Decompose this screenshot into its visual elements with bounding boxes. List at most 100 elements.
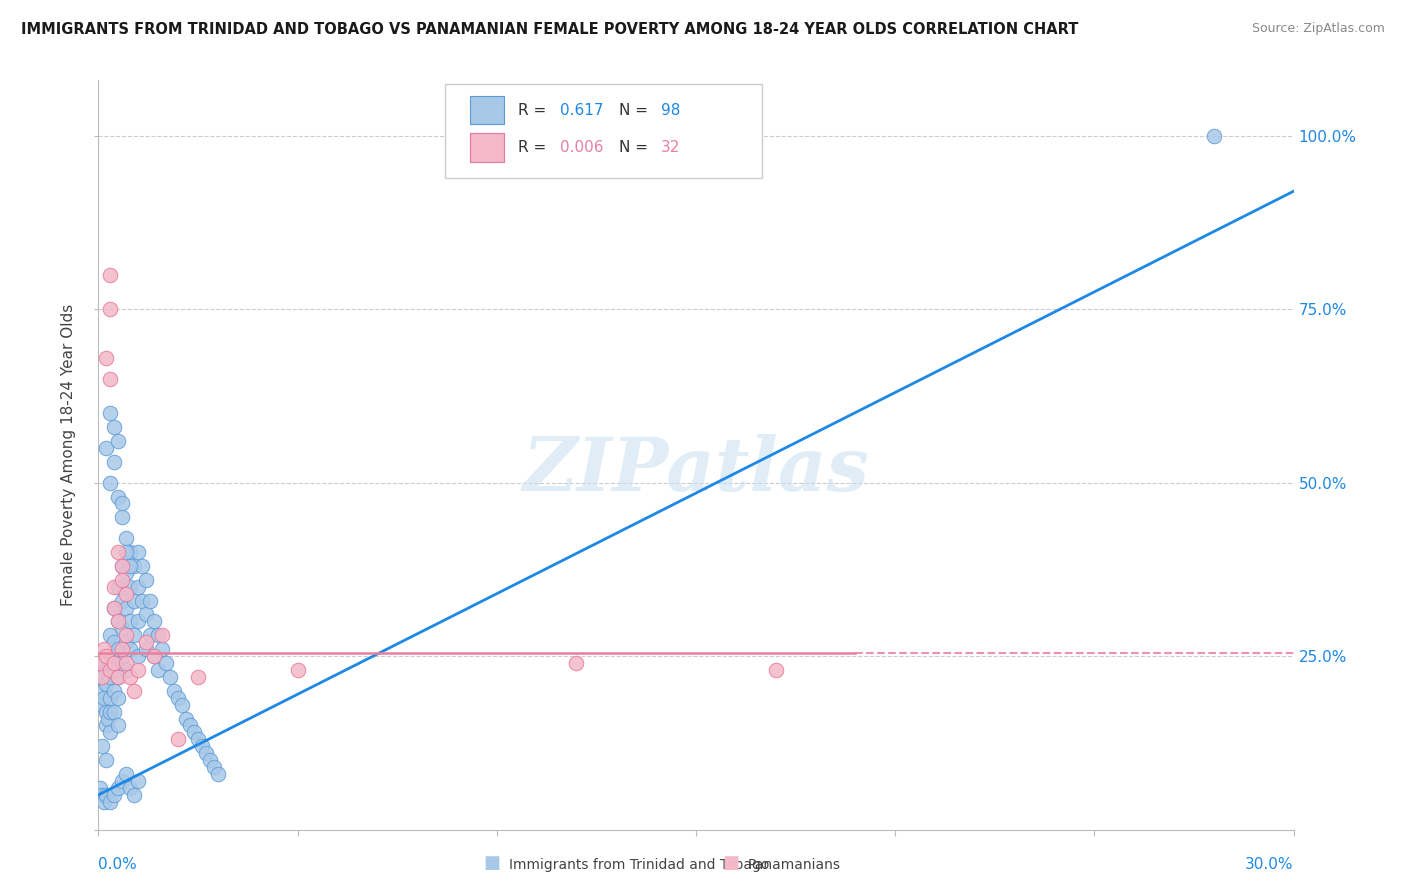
Point — [107, 580, 129, 594]
Point — [115, 566, 138, 580]
Point — [98, 302, 122, 317]
Point — [107, 642, 129, 657]
Point — [103, 788, 125, 802]
Point — [91, 788, 114, 802]
Point — [89, 780, 111, 795]
Point — [115, 767, 138, 781]
Point — [187, 670, 209, 684]
Point — [167, 690, 190, 705]
Point — [98, 628, 122, 642]
Point — [89, 656, 111, 670]
Point — [107, 670, 129, 684]
Point — [120, 780, 142, 795]
Point — [135, 573, 157, 587]
Point — [98, 705, 122, 719]
Point — [98, 690, 122, 705]
Point — [111, 558, 134, 573]
Point — [195, 746, 218, 760]
Point — [120, 558, 142, 573]
Point — [96, 663, 118, 677]
Point — [148, 663, 170, 677]
Point — [135, 635, 157, 649]
Point — [120, 545, 142, 559]
Point — [103, 656, 125, 670]
Point — [120, 580, 142, 594]
Point — [98, 406, 122, 420]
Point — [765, 663, 787, 677]
Point — [115, 628, 138, 642]
Point — [191, 739, 214, 754]
Text: Source: ZipAtlas.com: Source: ZipAtlas.com — [1251, 22, 1385, 36]
Text: N =: N = — [620, 103, 654, 118]
Point — [127, 774, 149, 789]
Point — [207, 767, 229, 781]
Point — [103, 683, 125, 698]
Point — [89, 670, 111, 684]
Point — [143, 615, 166, 629]
Text: 0.0%: 0.0% — [98, 857, 138, 872]
Point — [96, 441, 118, 455]
Point — [120, 670, 142, 684]
Point — [131, 593, 153, 607]
Point — [96, 649, 118, 664]
Point — [127, 649, 149, 664]
Point — [139, 628, 162, 642]
Point — [111, 558, 134, 573]
Point — [103, 420, 125, 434]
Point — [93, 690, 115, 705]
Point — [93, 656, 115, 670]
Point — [124, 558, 146, 573]
Point — [143, 649, 166, 664]
Point — [93, 642, 115, 657]
Point — [115, 600, 138, 615]
Point — [96, 788, 118, 802]
Text: ■: ■ — [723, 855, 740, 872]
Point — [96, 677, 118, 691]
Point — [97, 649, 120, 664]
Point — [103, 455, 125, 469]
Point — [124, 628, 146, 642]
Text: R =: R = — [517, 140, 551, 155]
Point — [96, 705, 118, 719]
Point — [148, 628, 170, 642]
Point — [187, 732, 209, 747]
Point — [174, 712, 197, 726]
Point — [96, 753, 118, 767]
Point — [115, 663, 138, 677]
Point — [93, 795, 115, 809]
Text: 32: 32 — [661, 140, 681, 155]
Text: 98: 98 — [661, 103, 681, 118]
Point — [127, 663, 149, 677]
Point — [135, 642, 157, 657]
Point — [111, 573, 134, 587]
Point — [115, 635, 138, 649]
Point — [143, 649, 166, 664]
Point — [120, 642, 142, 657]
FancyBboxPatch shape — [470, 134, 503, 162]
Point — [98, 663, 122, 677]
Point — [91, 698, 114, 712]
Point — [103, 635, 125, 649]
Point — [98, 795, 122, 809]
Y-axis label: Female Poverty Among 18-24 Year Olds: Female Poverty Among 18-24 Year Olds — [60, 304, 76, 606]
Point — [111, 774, 134, 789]
Point — [103, 656, 125, 670]
Point — [124, 788, 146, 802]
Text: Immigrants from Trinidad and Tobago: Immigrants from Trinidad and Tobago — [509, 858, 769, 872]
Point — [120, 615, 142, 629]
Point — [98, 670, 122, 684]
Point — [107, 670, 129, 684]
Text: N =: N = — [620, 140, 654, 155]
Point — [150, 642, 173, 657]
Point — [103, 580, 125, 594]
Text: 0.006: 0.006 — [560, 140, 603, 155]
FancyBboxPatch shape — [446, 84, 762, 178]
Point — [287, 663, 309, 677]
Point — [103, 600, 125, 615]
Point — [111, 593, 134, 607]
Point — [111, 642, 134, 657]
Point — [167, 732, 190, 747]
Point — [98, 268, 122, 282]
Text: R =: R = — [517, 103, 551, 118]
Point — [150, 628, 173, 642]
